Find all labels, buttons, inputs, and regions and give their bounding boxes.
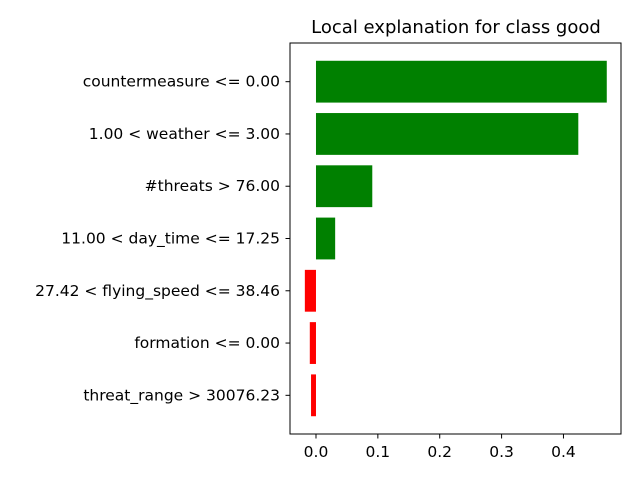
bar xyxy=(315,217,336,260)
chart-title: Local explanation for class good xyxy=(311,17,601,38)
x-tick-label: 0.2 xyxy=(427,443,452,461)
bars-group xyxy=(304,60,607,417)
bar xyxy=(315,60,607,103)
y-tick-label: 1.00 < weather <= 3.00 xyxy=(89,125,280,143)
x-tick-label: 0.4 xyxy=(551,443,576,461)
x-tick-label: 0.3 xyxy=(489,443,514,461)
y-tick-label: 27.42 < flying_speed <= 38.46 xyxy=(35,282,280,301)
bar xyxy=(304,269,316,312)
plot-frame xyxy=(289,42,622,435)
y-tick-label: 11.00 < day_time <= 17.25 xyxy=(61,230,280,249)
y-tick-label: threat_range > 30076.23 xyxy=(83,386,280,405)
y-tick-label: #threats > 76.00 xyxy=(145,177,280,195)
y-tick-label: formation <= 0.00 xyxy=(134,334,280,352)
bar xyxy=(315,165,373,208)
x-tick-label: 0.0 xyxy=(304,443,329,461)
bar xyxy=(315,113,579,155)
bar xyxy=(311,374,316,417)
x-tick-label: 0.1 xyxy=(366,443,391,461)
bar xyxy=(309,322,316,364)
y-axis-ticks: threat_range > 30076.23 formation <= 0.00… xyxy=(35,73,290,405)
x-axis-ticks: 0.0 0.1 0.2 0.3 0.4 xyxy=(304,434,576,461)
y-tick-label: countermeasure <= 0.00 xyxy=(83,73,280,91)
